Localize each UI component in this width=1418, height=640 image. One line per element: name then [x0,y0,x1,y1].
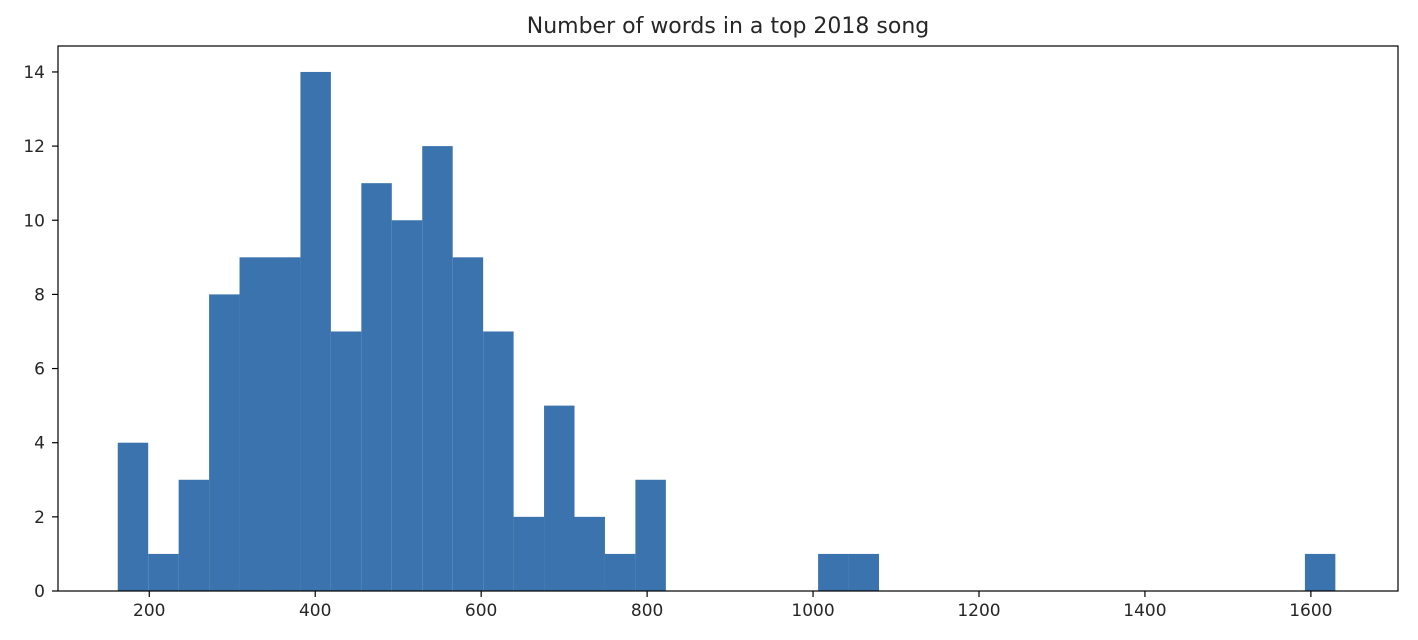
histogram-bar [239,257,270,591]
y-tick-label: 12 [23,137,45,157]
histogram-bar [1304,553,1336,591]
histogram-bar [544,405,575,591]
histogram-bar [604,553,636,591]
histogram-bar [269,257,301,591]
histogram-bar [178,479,210,591]
histogram-bar [574,516,605,591]
plot-frame [57,45,1399,592]
histogram-bar [635,479,666,591]
histogram-bar [452,257,484,591]
bars-group [117,71,1336,591]
y-axis: 0 2 4 6 8 10 12 14 [23,63,58,602]
x-tick-label: 1600 [1289,601,1332,621]
histogram-bar [330,331,362,591]
x-tick-label: 1400 [1123,601,1166,621]
x-tick-label: 200 [133,601,165,621]
histogram-bar [513,516,545,591]
histogram-bar [848,553,880,591]
y-tick-label: 0 [34,582,45,602]
y-tick-label: 10 [23,211,45,231]
histogram-bar [300,71,331,591]
y-tick-label: 8 [34,285,45,305]
x-tick-label: 1000 [791,601,834,621]
x-tick-label: 800 [631,601,663,621]
histogram-bar [422,146,453,591]
histogram-bar [209,294,240,591]
histogram-bar [148,553,179,591]
histogram-bar [391,220,423,591]
chart-title: Number of words in a top 2018 song [527,14,929,39]
x-tick-label: 400 [299,601,331,621]
y-tick-label: 6 [34,360,45,380]
x-tick-label: 1200 [957,601,1000,621]
x-axis: 200 400 600 800 1000 1200 1400 1600 [133,591,1333,621]
y-tick-label: 2 [34,508,45,528]
histogram-bar [117,442,149,591]
histogram-bar [361,183,392,591]
y-tick-label: 14 [23,63,45,83]
histogram-bar [818,553,849,591]
histogram-bar [483,331,514,591]
y-tick-label: 4 [34,434,45,454]
x-tick-label: 600 [465,601,497,621]
